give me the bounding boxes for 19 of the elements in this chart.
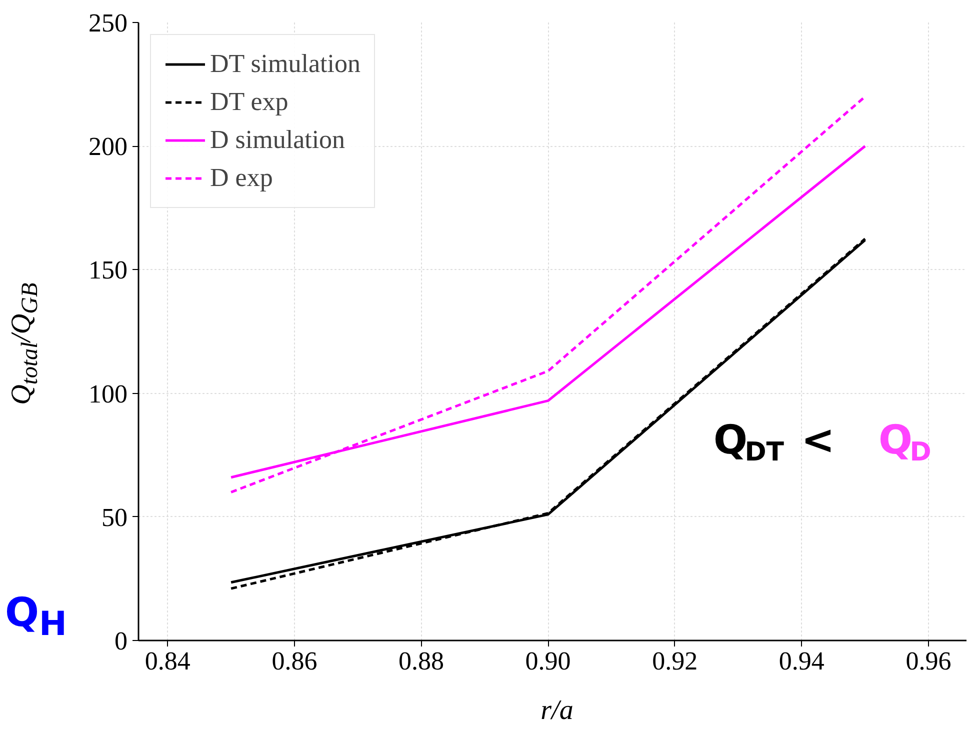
y-tick-label: 250 xyxy=(88,8,128,38)
legend-label: D simulation xyxy=(210,125,346,155)
legend-label: D exp xyxy=(210,163,273,193)
x-tick-label: 0.94 xyxy=(778,646,824,676)
x-tick-label: 0.92 xyxy=(652,646,698,676)
x-tick-label: 0.90 xyxy=(525,646,571,676)
text: Q$_{H}$ xyxy=(5,590,67,643)
x-tick-label: 0.86 xyxy=(272,646,318,676)
y-tick-label: 50 xyxy=(102,502,128,532)
y-tick-label: 0 xyxy=(114,626,128,656)
x-tick-label: 0.96 xyxy=(906,646,952,676)
x-tick-label: 0.88 xyxy=(398,646,444,676)
x-tick-label: 0.84 xyxy=(144,646,190,676)
y-tick-label: 100 xyxy=(88,379,128,408)
y-tick-label: 200 xyxy=(88,132,128,162)
x-axis-title: r/a xyxy=(540,695,574,727)
legend-label: DT exp xyxy=(210,87,288,117)
y-tick-label: 150 xyxy=(88,256,128,285)
legend-label: DT simulation xyxy=(210,49,360,79)
